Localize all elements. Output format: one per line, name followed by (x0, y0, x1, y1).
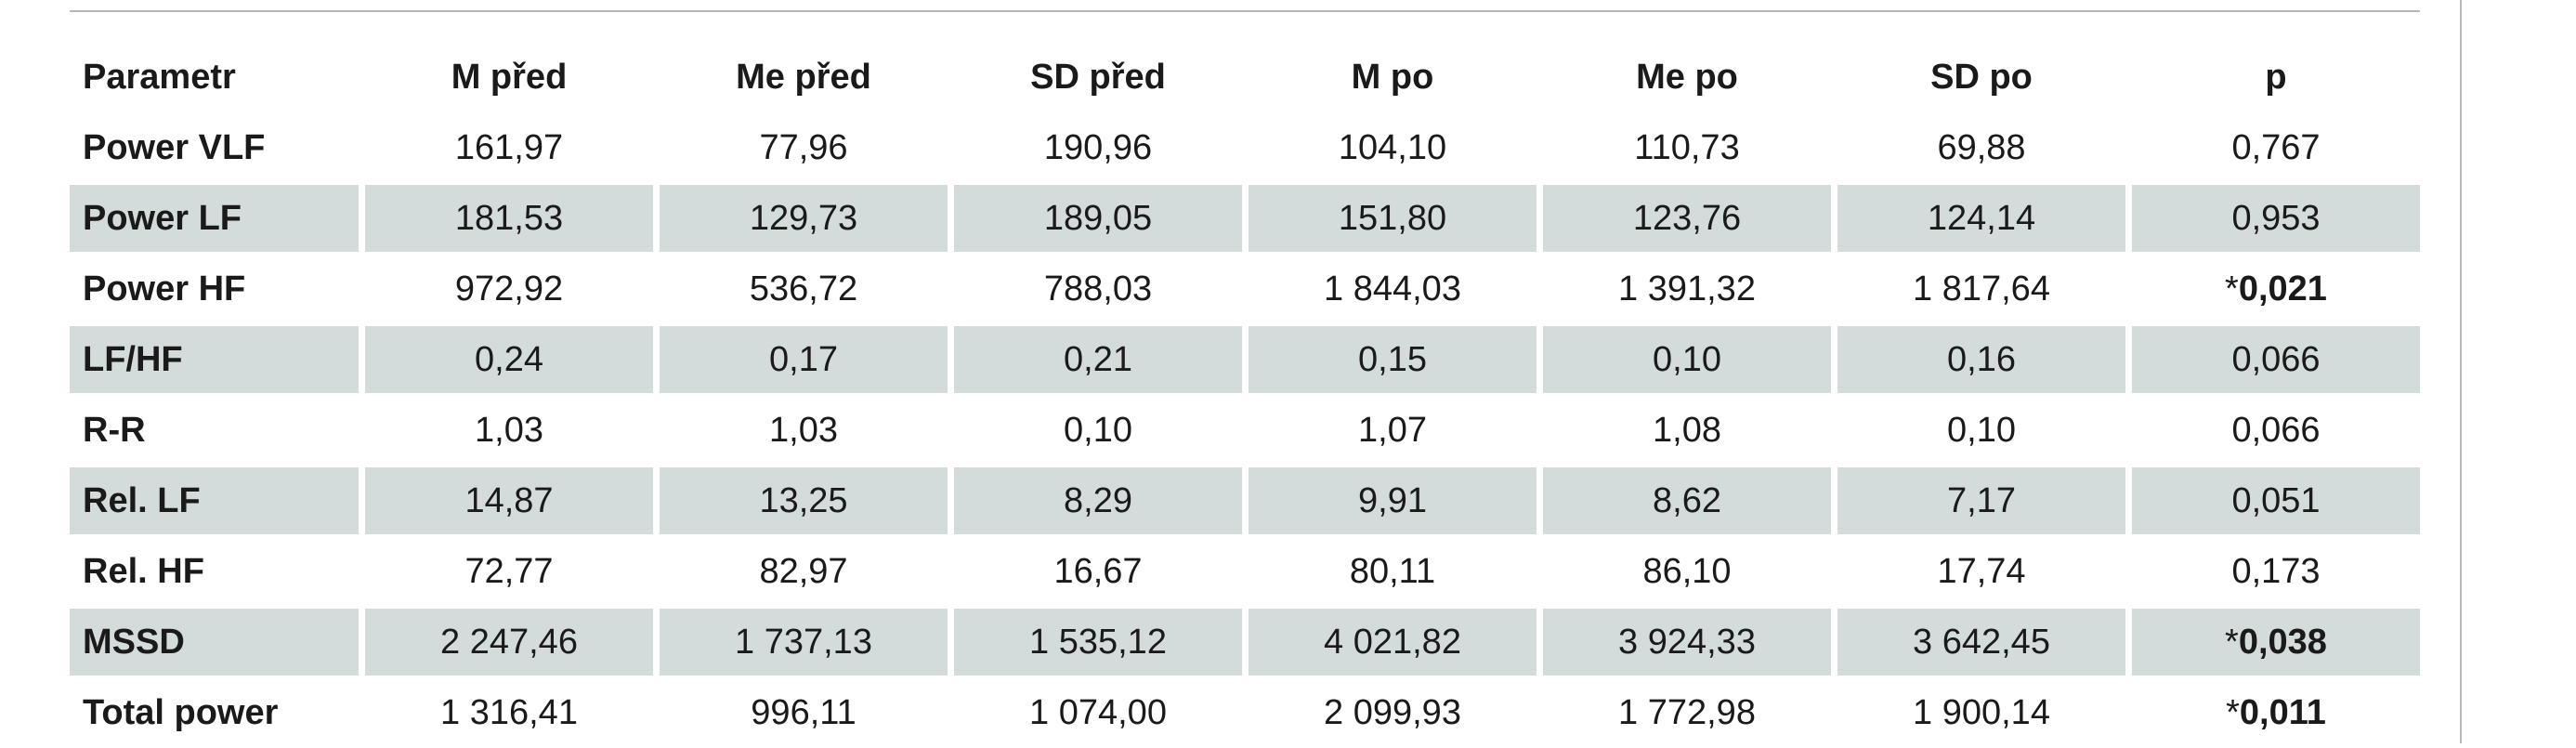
value-cell: 0,066 (2132, 326, 2420, 393)
value-cell: 1 391,32 (1618, 269, 1756, 308)
value-cell: 86,10 (1642, 551, 1732, 591)
value-cell: 2 099,93 (1324, 692, 1461, 732)
value-cell: 69,88 (1937, 127, 2026, 167)
row-label: MSSD (70, 609, 359, 676)
value-cell: 14,87 (365, 467, 653, 534)
value-cell: 16,67 (1053, 551, 1143, 591)
value-cell: 77,96 (759, 127, 848, 167)
value-cell: 151,80 (1249, 185, 1536, 252)
row-label: Total power (83, 692, 279, 732)
significant-value: 0,021 (2238, 269, 2327, 308)
value-cell: 9,91 (1249, 467, 1536, 534)
value-cell: 0,10 (1543, 326, 1831, 393)
value-cell: 0,10 (1947, 410, 2016, 450)
value-cell: 72,77 (464, 551, 554, 591)
value-cell: 8,29 (954, 467, 1242, 534)
value-cell: 1 737,13 (660, 609, 948, 676)
row-label: R-R (83, 410, 146, 450)
row-label: LF/HF (70, 326, 359, 393)
value-cell: 1,03 (475, 410, 543, 450)
header-cell: Parametr (83, 57, 236, 97)
value-cell: 110,73 (1634, 127, 1740, 167)
value-cell: 189,05 (954, 185, 1242, 252)
significance-mark: * (2226, 692, 2240, 732)
value-cell: * 0,021 (2132, 256, 2420, 322)
value-cell: 0,17 (660, 326, 948, 393)
value-cell: 2 247,46 (365, 609, 653, 676)
value-cell: 190,96 (1043, 127, 1153, 167)
value-cell: * 0,038 (2132, 609, 2420, 676)
value-cell: 1,08 (1653, 410, 1721, 450)
value-cell: 13,25 (660, 467, 948, 534)
value-cell: 1,03 (769, 410, 838, 450)
value-cell: 104,10 (1338, 127, 1447, 167)
top-rule (70, 10, 2420, 12)
value-cell: 0,24 (365, 326, 653, 393)
header-cell: M před (451, 57, 568, 97)
significant-value: 0,038 (2238, 622, 2327, 662)
value-cell: 3 642,45 (1837, 609, 2125, 676)
value-cell: 0,16 (1837, 326, 2125, 393)
value-cell: 0,10 (1064, 410, 1132, 450)
significance-mark: * (2225, 269, 2239, 308)
value-cell: 1 844,03 (1324, 269, 1461, 308)
value-cell: 4 021,82 (1249, 609, 1536, 676)
value-cell: 17,74 (1937, 551, 2026, 591)
value-cell: 0,15 (1249, 326, 1536, 393)
table: Parametr M před Me před SD před M po Me po SD … (70, 42, 2420, 748)
value-cell: 161,97 (454, 127, 564, 167)
value-cell: * 0,011 (2132, 679, 2420, 746)
value-cell: 1,07 (1358, 410, 1427, 450)
value-cell: 123,76 (1543, 185, 1831, 252)
header-cell: SD před (1030, 57, 1166, 97)
row-label: Rel. LF (70, 467, 359, 534)
value-cell: 0,767 (2231, 127, 2321, 167)
value-cell: 80,11 (1349, 551, 1436, 591)
value-cell: 124,14 (1837, 185, 2125, 252)
right-rule (2460, 0, 2462, 743)
value-cell: 0,173 (2231, 551, 2321, 591)
value-cell: 1 316,41 (440, 692, 578, 732)
row-label: Power VLF (83, 127, 266, 167)
value-cell: 8,62 (1543, 467, 1831, 534)
value-cell: 0,051 (2132, 467, 2420, 534)
value-cell: 536,72 (749, 269, 858, 308)
value-cell: 1 772,98 (1618, 692, 1756, 732)
significant-value: 0,011 (2239, 692, 2326, 732)
value-cell: 1 074,00 (1029, 692, 1167, 732)
row-label: Rel. HF (83, 551, 204, 591)
value-cell: 7,17 (1837, 467, 2125, 534)
value-cell: 996,11 (751, 692, 856, 732)
header-cell: Me po (1636, 57, 1738, 97)
value-cell: 1 817,64 (1913, 269, 2050, 308)
value-cell: 129,73 (660, 185, 948, 252)
value-cell: 0,066 (2231, 410, 2321, 450)
value-cell: 0,953 (2132, 185, 2420, 252)
header-cell: p (2265, 57, 2287, 97)
value-cell: 3 924,33 (1543, 609, 1831, 676)
value-cell: 0,21 (954, 326, 1242, 393)
row-label: Power LF (70, 185, 359, 252)
header-cell: Me před (736, 57, 871, 97)
significance-mark: * (2225, 622, 2239, 662)
row-label: Power HF (83, 269, 246, 308)
value-cell: 1 535,12 (954, 609, 1242, 676)
value-cell: 82,97 (759, 551, 848, 591)
value-cell: 972,92 (454, 269, 564, 308)
header-cell: M po (1351, 57, 1434, 97)
value-cell: 1 900,14 (1913, 692, 2050, 732)
value-cell: 788,03 (1043, 269, 1153, 308)
value-cell: 181,53 (365, 185, 653, 252)
header-cell: SD po (1930, 57, 2033, 97)
